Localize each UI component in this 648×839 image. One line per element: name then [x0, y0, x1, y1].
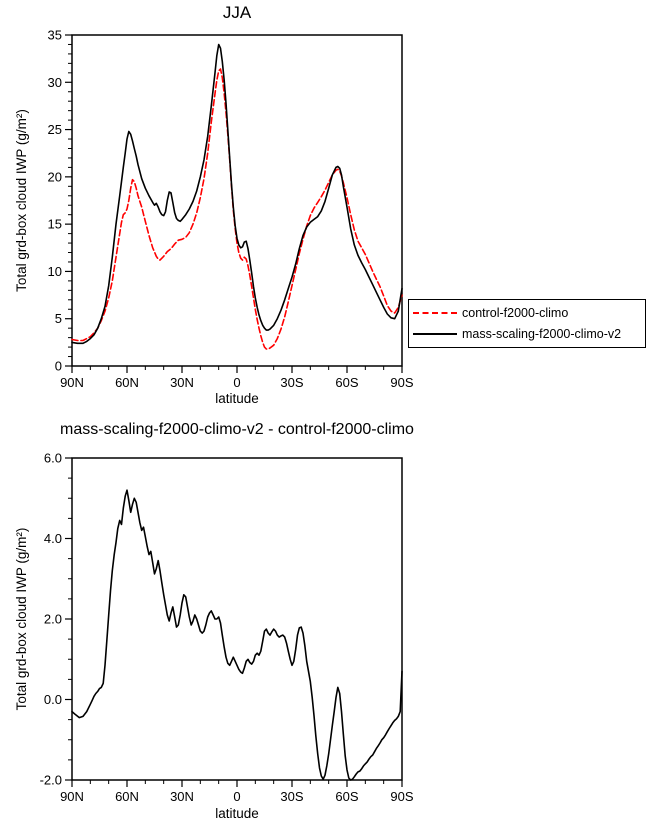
legend: control-f2000-climo mass-scaling-f2000-c…: [408, 299, 646, 348]
difference-title: mass-scaling-f2000-climo-v2 - control-f2…: [60, 421, 414, 438]
axes: 90N 60N 30N 0 30S 60S 90S 0 5 10 15 20 25 30 35: [48, 28, 414, 391]
x-tick-label: 0: [233, 375, 240, 390]
series-line: [71, 43, 403, 345]
legend-entry-mass-scaling: mass-scaling-f2000-climo-v2: [409, 327, 645, 341]
x-tick-label: 90N: [60, 789, 84, 804]
x-tick-label: 90S: [390, 375, 413, 390]
series-line: [71, 489, 403, 781]
y-tick-label: 15: [48, 217, 62, 232]
control-line-sample-icon: [413, 312, 457, 315]
y-tick-label: 0: [55, 359, 62, 374]
x-tick-label: 0: [233, 789, 240, 804]
y-tick-label: 2.0: [44, 612, 62, 627]
x-tick-label: 30N: [170, 789, 194, 804]
series-line: [71, 68, 403, 350]
legend-label-control: control-f2000-climo: [462, 306, 569, 321]
jja-title: JJA: [222, 3, 252, 22]
plot-border: [71, 457, 403, 781]
y-tick-label: 35: [48, 28, 62, 43]
difference-x-axis-label: latitude: [215, 806, 259, 821]
y-tick-label: 20: [48, 169, 62, 184]
jja-y-axis-label: Total grd-box cloud IWP (g/m²): [14, 109, 29, 292]
plot-border: [71, 34, 403, 367]
y-tick-label: 30: [48, 75, 62, 90]
legend-label-mass-scaling: mass-scaling-f2000-climo-v2: [462, 326, 622, 341]
x-tick-label: 60N: [115, 375, 139, 390]
difference-y-axis-label: Total grd-box cloud IWP (g/m²): [14, 527, 29, 711]
axes: 90N 60N 30N 0 30S 60S 90S -2.0 0.0 2.0 4.0 6.0: [40, 451, 414, 805]
legend-entry-control: control-f2000-climo: [409, 306, 645, 320]
difference-chart: 90N 60N 30N 0 30S 60S 90S -2.0 0.0 2.0 4.0 6.0: [40, 451, 414, 805]
y-tick-label: 6.0: [44, 451, 62, 466]
y-tick-label: 4.0: [44, 531, 62, 546]
x-tick-label: 30N: [170, 375, 194, 390]
y-tick-label: -2.0: [40, 773, 62, 788]
y-tick-label: 10: [48, 264, 62, 279]
x-tick-label: 30S: [280, 375, 303, 390]
y-tick-label: 25: [48, 122, 62, 137]
x-tick-label: 60S: [335, 789, 358, 804]
y-tick-label: 0.0: [44, 692, 62, 707]
mass-scaling-line-sample-icon: [413, 332, 457, 335]
x-tick-label: 90S: [390, 789, 413, 804]
x-tick-label: 60N: [115, 789, 139, 804]
jja-chart: 90N 60N 30N 0 30S 60S 90S 0 5 10 15 20 25 30 35: [48, 28, 414, 391]
x-tick-label: 90N: [60, 375, 84, 390]
jja-x-axis-label: latitude: [215, 391, 259, 406]
y-tick-label: 5: [55, 311, 62, 326]
x-tick-label: 30S: [280, 789, 303, 804]
x-tick-label: 60S: [335, 375, 358, 390]
